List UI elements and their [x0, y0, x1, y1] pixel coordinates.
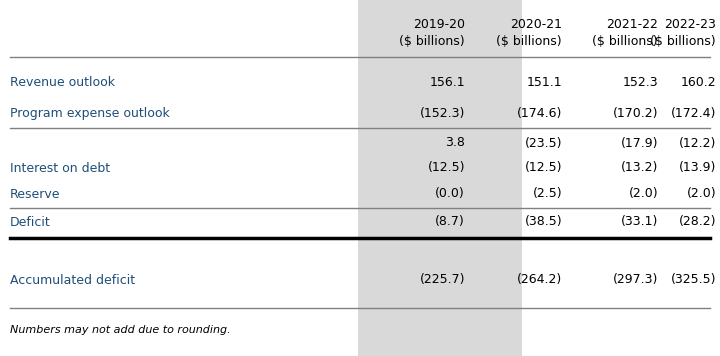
Text: 2019-20: 2019-20 — [413, 18, 465, 31]
Text: 2021-22: 2021-22 — [606, 18, 658, 31]
Text: Accumulated deficit: Accumulated deficit — [10, 273, 135, 287]
Text: ($ billions): ($ billions) — [400, 35, 465, 48]
Text: (2.5): (2.5) — [532, 188, 562, 200]
Text: (152.3): (152.3) — [420, 106, 465, 120]
Text: (38.5): (38.5) — [524, 215, 562, 229]
Text: (225.7): (225.7) — [420, 273, 465, 287]
Text: Revenue outlook: Revenue outlook — [10, 77, 115, 89]
Text: (12.5): (12.5) — [428, 162, 465, 174]
Text: 2022-23: 2022-23 — [664, 18, 716, 31]
Text: (174.6): (174.6) — [517, 106, 562, 120]
Text: (23.5): (23.5) — [524, 136, 562, 150]
Bar — [358, 0, 522, 356]
Text: 160.2: 160.2 — [680, 77, 716, 89]
Text: (2.0): (2.0) — [686, 188, 716, 200]
Text: (13.2): (13.2) — [621, 162, 658, 174]
Text: Deficit: Deficit — [10, 215, 50, 229]
Text: (8.7): (8.7) — [436, 215, 465, 229]
Text: (2.0): (2.0) — [629, 188, 658, 200]
Text: (172.4): (172.4) — [670, 106, 716, 120]
Text: 3.8: 3.8 — [445, 136, 465, 150]
Text: 151.1: 151.1 — [526, 77, 562, 89]
Text: (297.3): (297.3) — [613, 273, 658, 287]
Text: Reserve: Reserve — [10, 188, 60, 200]
Text: ($ billions): ($ billions) — [650, 35, 716, 48]
Text: Numbers may not add due to rounding.: Numbers may not add due to rounding. — [10, 325, 230, 335]
Text: (33.1): (33.1) — [621, 215, 658, 229]
Text: (170.2): (170.2) — [613, 106, 658, 120]
Text: (12.5): (12.5) — [524, 162, 562, 174]
Text: Program expense outlook: Program expense outlook — [10, 106, 170, 120]
Text: (0.0): (0.0) — [436, 188, 465, 200]
Text: (264.2): (264.2) — [517, 273, 562, 287]
Text: 152.3: 152.3 — [622, 77, 658, 89]
Text: ($ billions): ($ billions) — [593, 35, 658, 48]
Text: (13.9): (13.9) — [679, 162, 716, 174]
Text: (17.9): (17.9) — [621, 136, 658, 150]
Text: 2020-21: 2020-21 — [510, 18, 562, 31]
Text: Interest on debt: Interest on debt — [10, 162, 110, 174]
Text: (325.5): (325.5) — [670, 273, 716, 287]
Text: (12.2): (12.2) — [679, 136, 716, 150]
Text: (28.2): (28.2) — [678, 215, 716, 229]
Text: ($ billions): ($ billions) — [496, 35, 562, 48]
Text: 156.1: 156.1 — [429, 77, 465, 89]
